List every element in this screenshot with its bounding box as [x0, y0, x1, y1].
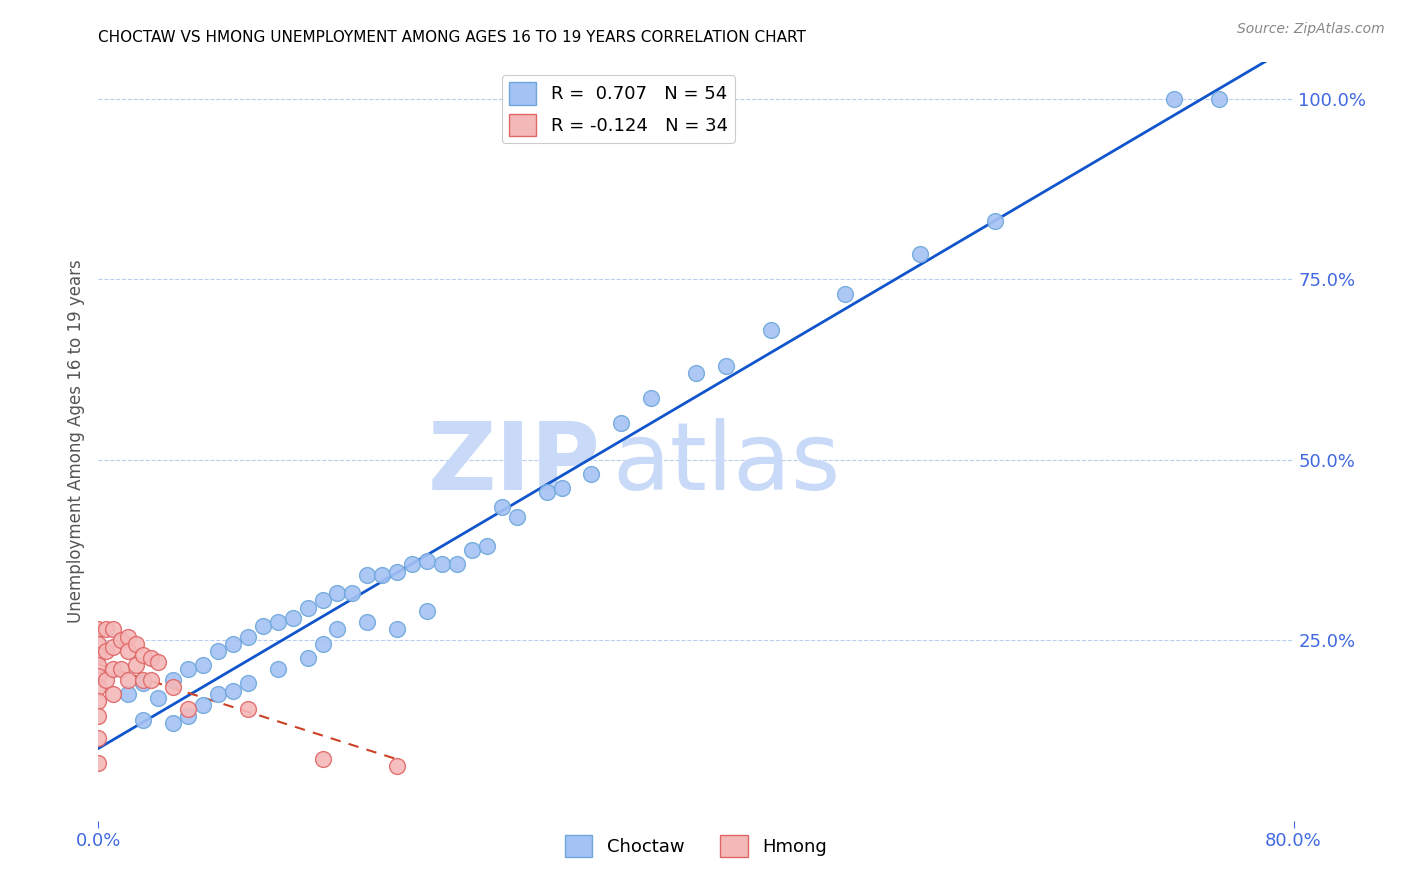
Point	[87, 648, 110, 662]
Point	[87, 680, 110, 694]
Point	[117, 630, 139, 644]
Point	[117, 687, 139, 701]
Point	[311, 752, 333, 766]
Point	[297, 600, 319, 615]
Point	[132, 648, 155, 662]
Point	[132, 676, 155, 690]
Point	[236, 676, 259, 690]
Point	[191, 658, 214, 673]
Point	[222, 637, 245, 651]
Point	[416, 554, 439, 568]
Point	[87, 731, 110, 745]
Point	[984, 214, 1007, 228]
Legend: Choctaw, Hmong: Choctaw, Hmong	[558, 828, 834, 864]
Point	[222, 683, 245, 698]
Point	[191, 698, 214, 712]
Point	[385, 759, 409, 773]
Point	[430, 558, 453, 572]
Point	[834, 286, 856, 301]
Point	[297, 651, 319, 665]
Point	[103, 640, 125, 655]
Point	[162, 680, 184, 694]
Point	[759, 323, 782, 337]
Point	[385, 565, 409, 579]
Point	[148, 655, 170, 669]
Point	[1163, 91, 1185, 105]
Point	[87, 694, 110, 708]
Point	[148, 690, 170, 705]
Point	[94, 644, 117, 658]
Point	[132, 673, 155, 687]
Point	[139, 651, 162, 665]
Point	[385, 622, 409, 636]
Point	[110, 633, 132, 648]
Point	[162, 673, 184, 687]
Point	[177, 702, 200, 716]
Point	[87, 637, 110, 651]
Point	[356, 615, 378, 629]
Point	[581, 467, 603, 481]
Point	[371, 568, 394, 582]
Point	[326, 586, 349, 600]
Point	[177, 662, 200, 676]
Point	[87, 709, 110, 723]
Point	[103, 622, 125, 636]
Point	[342, 586, 364, 600]
Point	[475, 539, 498, 553]
Point	[550, 482, 572, 496]
Point	[491, 500, 513, 514]
Point	[536, 485, 558, 500]
Text: atlas: atlas	[613, 418, 841, 510]
Point	[610, 417, 633, 431]
Point	[685, 366, 707, 380]
Point	[446, 558, 468, 572]
Point	[207, 687, 229, 701]
Point	[117, 673, 139, 687]
Point	[252, 618, 274, 632]
Point	[236, 630, 259, 644]
Point	[117, 644, 139, 658]
Text: Source: ZipAtlas.com: Source: ZipAtlas.com	[1237, 22, 1385, 37]
Point	[1208, 91, 1230, 105]
Point	[177, 709, 200, 723]
Text: ZIP: ZIP	[427, 418, 600, 510]
Point	[87, 622, 110, 636]
Point	[311, 593, 333, 607]
Point	[714, 359, 737, 373]
Point	[103, 662, 125, 676]
Point	[311, 637, 333, 651]
Point	[401, 558, 423, 572]
Point	[87, 658, 110, 673]
Point	[132, 713, 155, 727]
Point	[162, 716, 184, 731]
Point	[267, 662, 290, 676]
Point	[110, 662, 132, 676]
Point	[94, 622, 117, 636]
Point	[908, 247, 931, 261]
Point	[640, 391, 662, 405]
Point	[236, 702, 259, 716]
Point	[326, 622, 349, 636]
Point	[125, 637, 148, 651]
Point	[207, 644, 229, 658]
Point	[461, 542, 484, 557]
Text: CHOCTAW VS HMONG UNEMPLOYMENT AMONG AGES 16 TO 19 YEARS CORRELATION CHART: CHOCTAW VS HMONG UNEMPLOYMENT AMONG AGES…	[98, 29, 806, 45]
Point	[416, 604, 439, 618]
Point	[267, 615, 290, 629]
Point	[125, 658, 148, 673]
Y-axis label: Unemployment Among Ages 16 to 19 years: Unemployment Among Ages 16 to 19 years	[66, 260, 84, 624]
Point	[139, 673, 162, 687]
Point	[87, 756, 110, 770]
Point	[356, 568, 378, 582]
Point	[103, 687, 125, 701]
Point	[506, 510, 529, 524]
Point	[281, 611, 304, 625]
Point	[87, 669, 110, 683]
Point	[94, 673, 117, 687]
